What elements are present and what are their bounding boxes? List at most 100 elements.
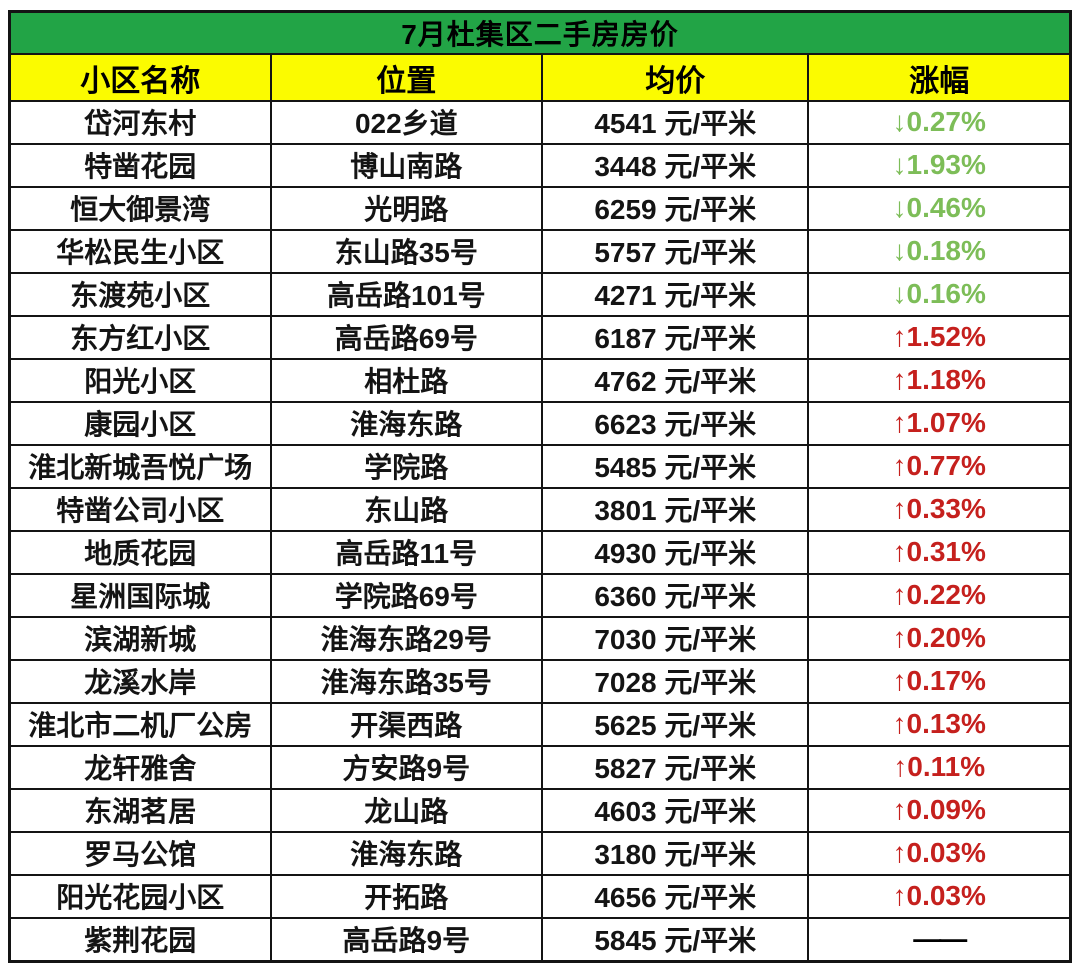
- price-cell: 5757 元/平米: [541, 228, 810, 274]
- table-row: 特凿公司小区 东山路 3801 元/平米 ↑0.33%: [8, 486, 1072, 532]
- column-header-change: 涨幅: [807, 53, 1072, 102]
- location-cell: 博山南路: [269, 142, 544, 188]
- price-cell: 4271 元/平米: [541, 271, 810, 317]
- price-cell: 5485 元/平米: [541, 443, 810, 489]
- table-row: 龙轩雅舍 方安路9号 5827 元/平米 ↑0.11%: [8, 744, 1072, 790]
- price-cell: 4930 元/平米: [541, 529, 810, 575]
- change-cell: ↑0.20%: [807, 615, 1072, 661]
- table-row: 罗马公馆 淮海东路 3180 元/平米 ↑0.03%: [8, 830, 1072, 876]
- community-name-cell: 东方红小区: [8, 314, 272, 360]
- table-row: 地质花园 高岳路11号 4930 元/平米 ↑0.31%: [8, 529, 1072, 575]
- table-title-row: 7月杜集区二手房房价: [8, 10, 1072, 55]
- table-title: 7月杜集区二手房房价: [8, 10, 1072, 55]
- change-cell: ↑1.18%: [807, 357, 1072, 403]
- change-cell: ↑0.03%: [807, 830, 1072, 876]
- community-name-cell: 特凿花园: [8, 142, 272, 188]
- price-cell: 4656 元/平米: [541, 873, 810, 919]
- community-name-cell: 恒大御景湾: [8, 185, 272, 231]
- table-row: 东渡苑小区 高岳路101号 4271 元/平米 ↓0.16%: [8, 271, 1072, 317]
- location-cell: 东山路: [269, 486, 544, 532]
- change-cell: ↑0.13%: [807, 701, 1072, 747]
- change-cell: ↑1.07%: [807, 400, 1072, 446]
- location-cell: 方安路9号: [269, 744, 544, 790]
- location-cell: 东山路35号: [269, 228, 544, 274]
- change-cell: ↑1.52%: [807, 314, 1072, 360]
- community-name-cell: 罗马公馆: [8, 830, 272, 876]
- price-cell: 5827 元/平米: [541, 744, 810, 790]
- community-name-cell: 地质花园: [8, 529, 272, 575]
- community-name-cell: 阳光花园小区: [8, 873, 272, 919]
- column-header-price: 均价: [541, 53, 810, 102]
- change-cell: ↓0.27%: [807, 100, 1072, 145]
- housing-price-table: 7月杜集区二手房房价 小区名称 位置 均价 涨幅 岱河东村 022乡道 4541 元…: [8, 10, 1072, 963]
- change-cell: ——: [807, 916, 1072, 963]
- price-cell: 6187 元/平米: [541, 314, 810, 360]
- price-cell: 7030 元/平米: [541, 615, 810, 661]
- table-row: 恒大御景湾 光明路 6259 元/平米 ↓0.46%: [8, 185, 1072, 231]
- price-cell: 6623 元/平米: [541, 400, 810, 446]
- price-cell: 4541 元/平米: [541, 100, 810, 145]
- location-cell: 学院路: [269, 443, 544, 489]
- price-cell: 3448 元/平米: [541, 142, 810, 188]
- price-cell: 4603 元/平米: [541, 787, 810, 833]
- community-name-cell: 龙轩雅舍: [8, 744, 272, 790]
- location-cell: 022乡道: [269, 100, 544, 145]
- price-cell: 3801 元/平米: [541, 486, 810, 532]
- change-cell: ↑0.17%: [807, 658, 1072, 704]
- community-name-cell: 东湖茗居: [8, 787, 272, 833]
- location-cell: 开渠西路: [269, 701, 544, 747]
- change-cell: ↑0.33%: [807, 486, 1072, 532]
- change-cell: ↓1.93%: [807, 142, 1072, 188]
- community-name-cell: 龙溪水岸: [8, 658, 272, 704]
- change-cell: ↑0.09%: [807, 787, 1072, 833]
- table-row: 东湖茗居 龙山路 4603 元/平米 ↑0.09%: [8, 787, 1072, 833]
- community-name-cell: 紫荆花园: [8, 916, 272, 963]
- table-body: 岱河东村 022乡道 4541 元/平米 ↓0.27% 特凿花园 博山南路 3448 元/平…: [8, 100, 1072, 963]
- location-cell: 淮海东路: [269, 830, 544, 876]
- location-cell: 高岳路9号: [269, 916, 544, 963]
- community-name-cell: 岱河东村: [8, 100, 272, 145]
- price-cell: 5625 元/平米: [541, 701, 810, 747]
- community-name-cell: 淮北新城吾悦广场: [8, 443, 272, 489]
- change-cell: ↑0.22%: [807, 572, 1072, 618]
- table-row: 滨湖新城 淮海东路29号 7030 元/平米 ↑0.20%: [8, 615, 1072, 661]
- change-cell: ↓0.16%: [807, 271, 1072, 317]
- change-cell: ↓0.18%: [807, 228, 1072, 274]
- table-row: 岱河东村 022乡道 4541 元/平米 ↓0.27%: [8, 100, 1072, 145]
- location-cell: 淮海东路29号: [269, 615, 544, 661]
- table-row: 淮北市二机厂公房 开渠西路 5625 元/平米 ↑0.13%: [8, 701, 1072, 747]
- location-cell: 龙山路: [269, 787, 544, 833]
- table-row: 华松民生小区 东山路35号 5757 元/平米 ↓0.18%: [8, 228, 1072, 274]
- price-cell: 6360 元/平米: [541, 572, 810, 618]
- table-row: 紫荆花园 高岳路9号 5845 元/平米 ——: [8, 916, 1072, 963]
- location-cell: 高岳路11号: [269, 529, 544, 575]
- change-cell: ↑0.03%: [807, 873, 1072, 919]
- table-row: 淮北新城吾悦广场 学院路 5485 元/平米 ↑0.77%: [8, 443, 1072, 489]
- community-name-cell: 康园小区: [8, 400, 272, 446]
- community-name-cell: 滨湖新城: [8, 615, 272, 661]
- location-cell: 开拓路: [269, 873, 544, 919]
- change-cell: ↓0.46%: [807, 185, 1072, 231]
- column-header-community: 小区名称: [8, 53, 272, 102]
- table-header-row: 小区名称 位置 均价 涨幅: [8, 53, 1072, 102]
- price-cell: 6259 元/平米: [541, 185, 810, 231]
- price-cell: 5845 元/平米: [541, 916, 810, 963]
- location-cell: 相杜路: [269, 357, 544, 403]
- price-cell: 4762 元/平米: [541, 357, 810, 403]
- change-cell: ↑0.31%: [807, 529, 1072, 575]
- column-header-location: 位置: [269, 53, 544, 102]
- community-name-cell: 特凿公司小区: [8, 486, 272, 532]
- housing-price-table-container: 7月杜集区二手房房价 小区名称 位置 均价 涨幅 岱河东村 022乡道 4541 元…: [8, 10, 1072, 963]
- table-row: 康园小区 淮海东路 6623 元/平米 ↑1.07%: [8, 400, 1072, 446]
- table-row: 东方红小区 高岳路69号 6187 元/平米 ↑1.52%: [8, 314, 1072, 360]
- location-cell: 淮海东路35号: [269, 658, 544, 704]
- change-cell: ↑0.11%: [807, 744, 1072, 790]
- table-row: 特凿花园 博山南路 3448 元/平米 ↓1.93%: [8, 142, 1072, 188]
- change-cell: ↑0.77%: [807, 443, 1072, 489]
- table-row: 龙溪水岸 淮海东路35号 7028 元/平米 ↑0.17%: [8, 658, 1072, 704]
- location-cell: 高岳路101号: [269, 271, 544, 317]
- table-row: 星洲国际城 学院路69号 6360 元/平米 ↑0.22%: [8, 572, 1072, 618]
- community-name-cell: 阳光小区: [8, 357, 272, 403]
- location-cell: 学院路69号: [269, 572, 544, 618]
- community-name-cell: 淮北市二机厂公房: [8, 701, 272, 747]
